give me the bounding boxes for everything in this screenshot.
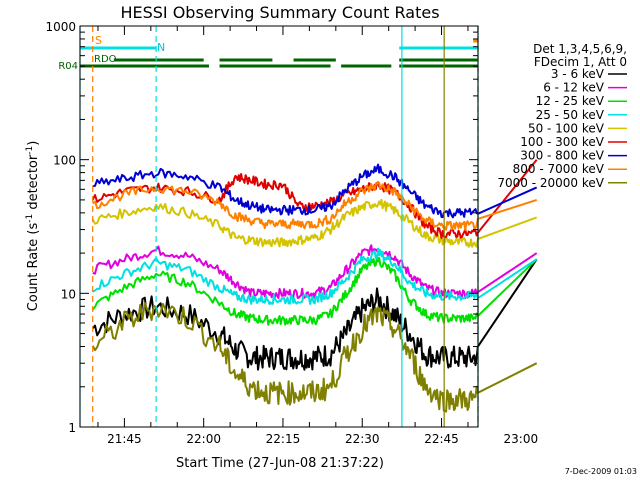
legend-header-line-2: FDecim 1, Att 0 [534, 55, 627, 69]
y-axis: 1 10 100 1000 [45, 20, 478, 435]
status-bars [80, 39, 478, 68]
x-tick-label-2: 22:15 [266, 432, 301, 446]
x-tick-label-1: 22:00 [186, 432, 221, 446]
x-tick-label-4: 22:45 [424, 432, 459, 446]
legend-label-3: 25 - 50 keV [536, 108, 605, 122]
annotation-n: N [157, 41, 165, 54]
y-tick-label-1: 10 [61, 287, 76, 301]
plot-frame [79, 25, 479, 428]
annotation-s: S [95, 34, 102, 47]
vertical-markers [79, 26, 479, 427]
y-tick-label-3: 1000 [45, 20, 76, 34]
series-line-8 [91, 301, 538, 413]
x-tick-label-5: 23:00 [504, 432, 539, 446]
legend-header-line-1: Det 1,3,4,5,6,9, [533, 42, 627, 56]
x-tick-label-3: 22:30 [345, 432, 380, 446]
legend-label-5: 100 - 300 keV [520, 135, 604, 149]
series-lines [91, 159, 538, 413]
legend: Det 1,3,4,5,6,9, FDecim 1, Att 0 3 - 6 k… [497, 42, 627, 190]
x-axis-label: Start Time (27-Jun-08 21:37:22) [176, 456, 384, 471]
legend-label-2: 12 - 25 keV [536, 94, 605, 108]
legend-label-6: 300 - 800 keV [520, 149, 604, 163]
legend-label-4: 50 - 100 keV [528, 121, 605, 135]
chart-title: HESSI Observing Summary Count Rates [120, 3, 439, 22]
series-line-4 [91, 198, 538, 248]
footer-timestamp: 7-Dec-2009 01:03 [565, 467, 637, 476]
y-tick-label-0: 1 [68, 421, 76, 435]
series-line-7 [92, 180, 538, 231]
series-line-1 [92, 244, 538, 299]
legend-label-1: 6 - 12 keV [543, 81, 605, 95]
series-line-6 [92, 163, 538, 219]
legend-label-0: 3 - 6 keV [551, 67, 605, 81]
series-line-3 [92, 247, 538, 306]
legend-label-7: 800 - 7000 keV [513, 162, 605, 176]
x-tick-label-0: 21:45 [107, 432, 142, 446]
annotation-r04: R04 [58, 61, 78, 72]
series-line-2 [91, 254, 538, 326]
annotation-rdo: RDO [94, 54, 117, 65]
y-tick-label-2: 100 [53, 154, 76, 168]
y-axis-label: Count Rate (s-1 detector-1) [25, 141, 41, 312]
status-bar-labels: S N RDO R04 [58, 34, 165, 72]
legend-label-8: 7000 - 20000 keV [497, 176, 604, 190]
x-axis: 21:45 22:00 22:15 22:30 22:45 23:00 [97, 26, 539, 446]
